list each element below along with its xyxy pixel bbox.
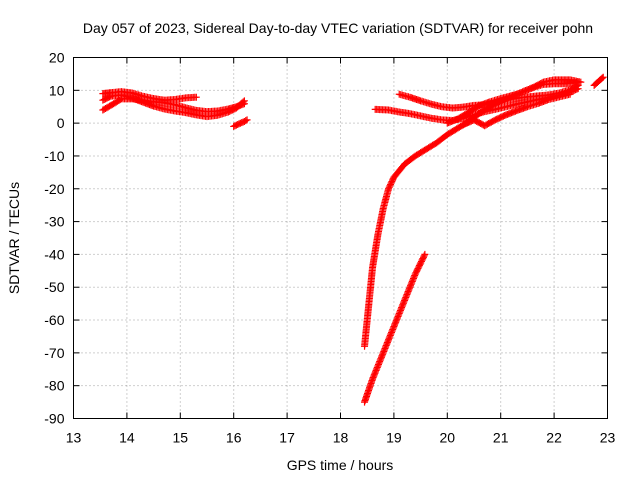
y-tick-label: -60	[44, 312, 64, 328]
data-markers	[99, 73, 607, 406]
data-series-6	[361, 250, 429, 406]
data-series-11	[590, 73, 607, 89]
data-point-marker	[240, 100, 248, 108]
x-tick-label: 14	[119, 430, 135, 446]
y-tick-label: 0	[57, 115, 65, 131]
axis-ticks: 13 14 15 16 17 18 19 20 21 22 23 -90 -80 -70 -60 -50 -40…	[44, 50, 615, 446]
data-point-marker	[242, 117, 250, 125]
data-series-4	[230, 116, 251, 130]
y-tick-label: 10	[49, 82, 65, 98]
data-series-9	[443, 78, 582, 127]
y-tick-label: -20	[44, 181, 64, 197]
x-tick-label: 17	[279, 430, 295, 446]
data-point-marker	[420, 252, 428, 260]
y-tick-label: -90	[44, 411, 64, 427]
y-tick-label: -30	[44, 214, 64, 230]
y-tick-label: 20	[49, 50, 65, 66]
x-tick-label: 18	[333, 430, 349, 446]
x-tick-label: 21	[493, 430, 509, 446]
y-tick-label: -50	[44, 279, 64, 295]
plot-frame	[73, 57, 608, 419]
y-tick-label: -40	[44, 246, 64, 262]
data-point-marker	[243, 116, 251, 124]
data-series-3	[99, 95, 248, 116]
x-tick-label: 20	[440, 430, 456, 446]
x-tick-label: 16	[226, 430, 242, 446]
data-point-marker	[574, 78, 582, 86]
x-tick-label: 23	[600, 430, 616, 446]
x-tick-label: 13	[66, 430, 82, 446]
x-tick-label: 15	[173, 430, 189, 446]
data-point-marker	[566, 90, 574, 98]
x-tick-label: 19	[386, 430, 402, 446]
grid	[73, 57, 608, 419]
data-point-marker	[598, 74, 606, 82]
x-axis-label: GPS time / hours	[287, 457, 394, 473]
y-tick-label: -70	[44, 345, 64, 361]
data-point-marker	[192, 93, 200, 101]
data-point-marker	[599, 73, 607, 81]
chart-title: Day 057 of 2023, Sidereal Day-to-day VTE…	[83, 20, 593, 36]
y-tick-label: -10	[44, 148, 64, 164]
data-series-10	[459, 90, 574, 130]
y-axis-label: SDTVAR / TECUs	[6, 182, 22, 294]
x-tick-label: 22	[546, 430, 562, 446]
data-point-marker	[421, 250, 429, 258]
y-tick-label: -80	[44, 378, 64, 394]
